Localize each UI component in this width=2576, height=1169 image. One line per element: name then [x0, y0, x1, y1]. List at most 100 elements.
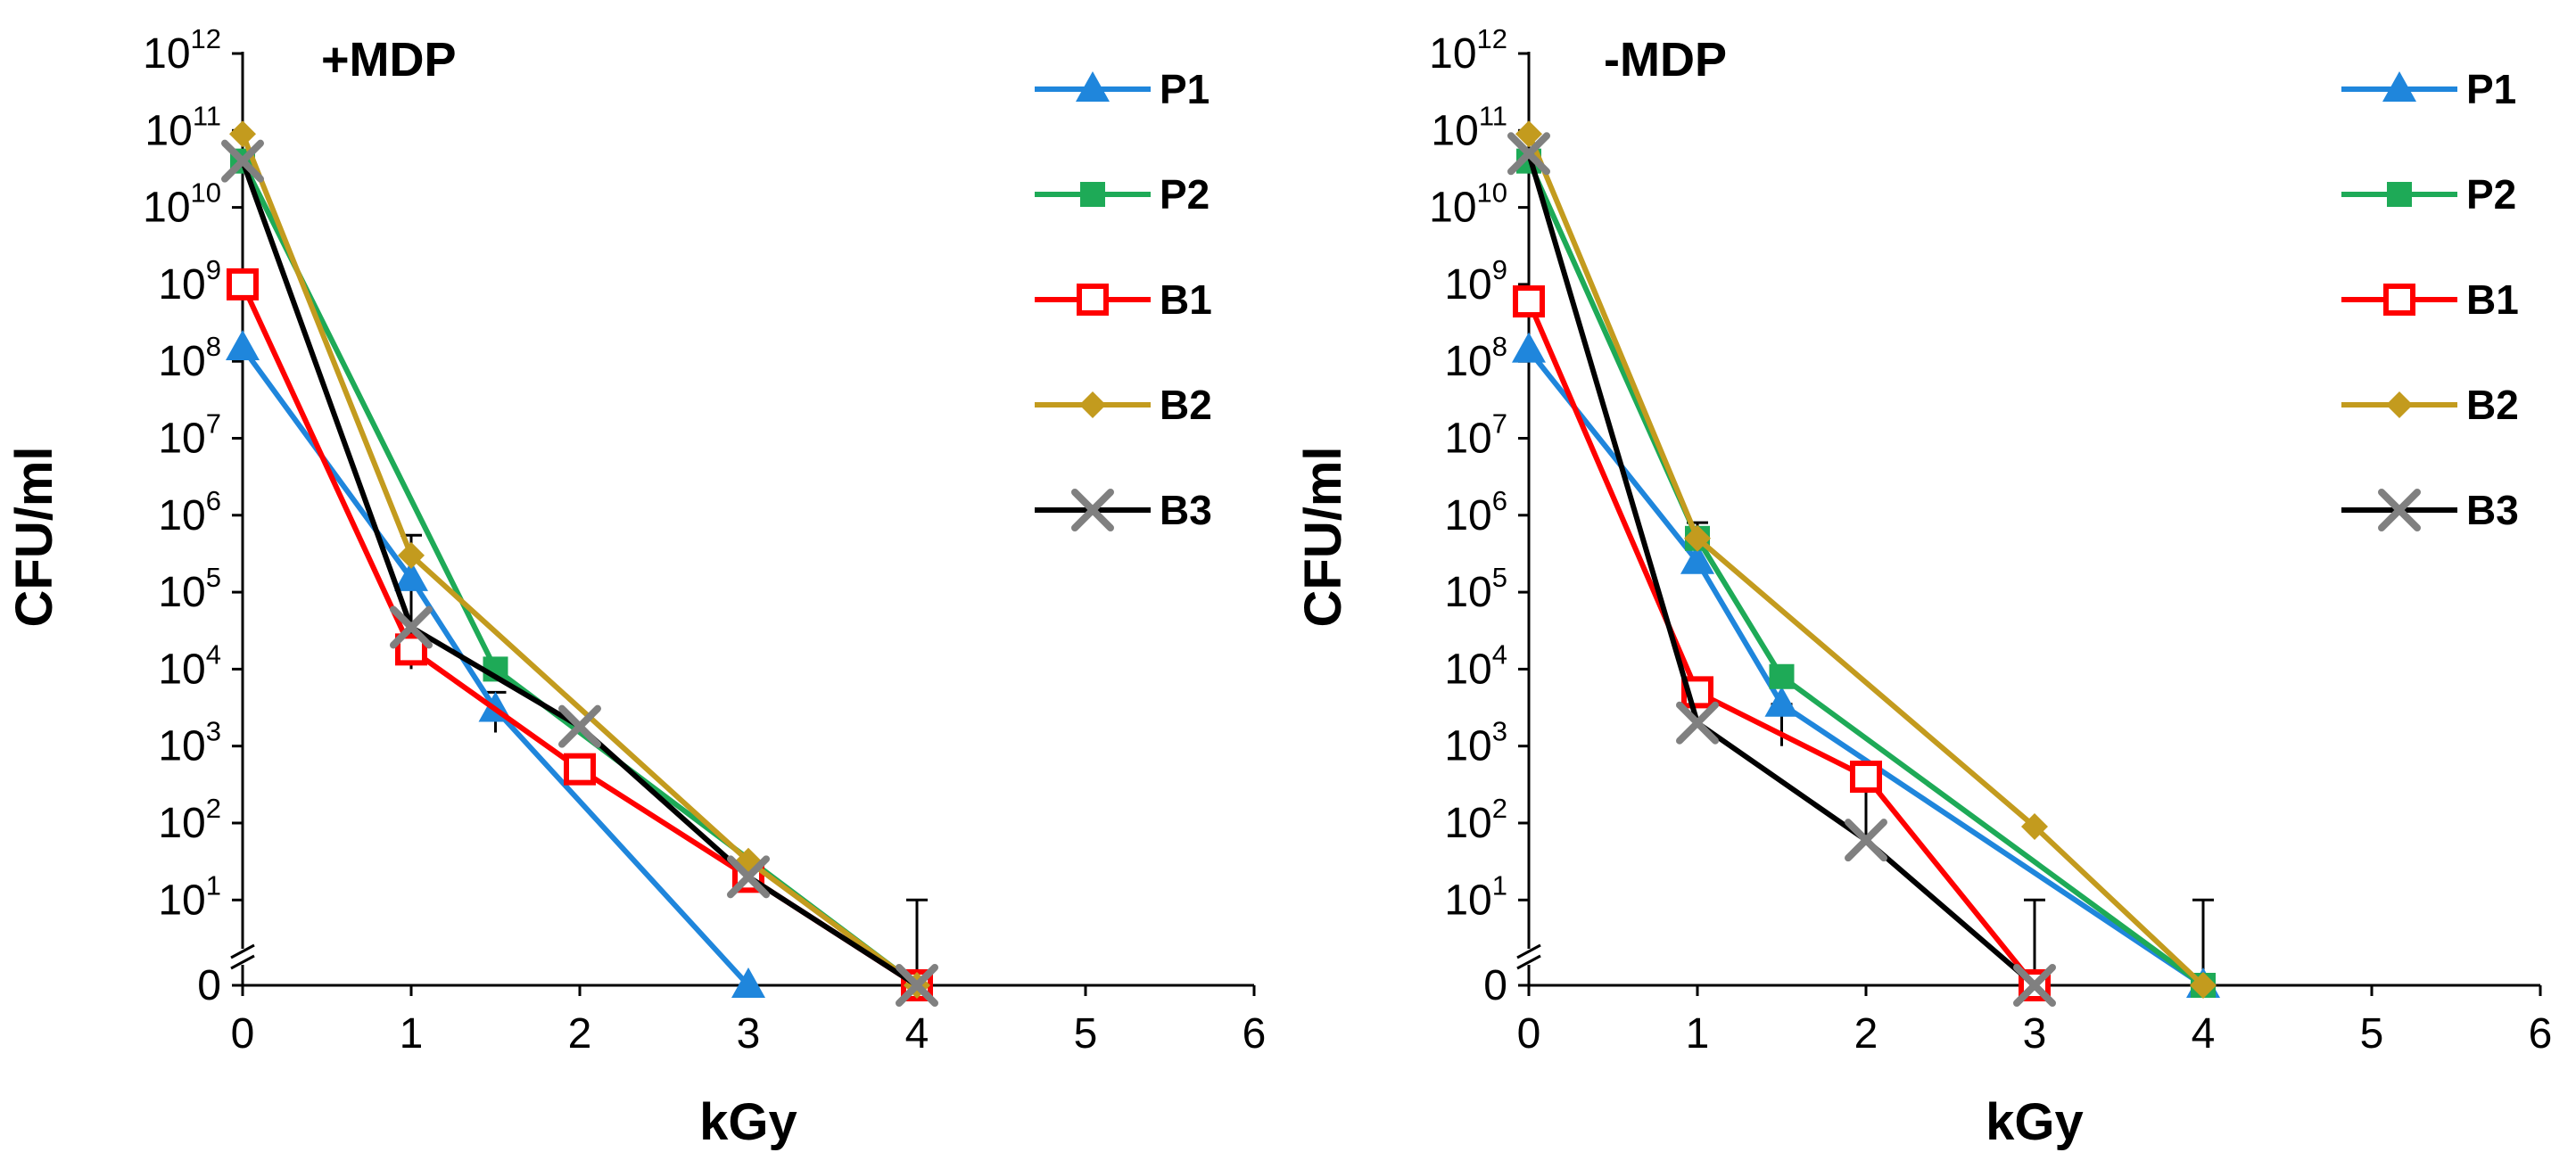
panel-1-y-tick-label-7: 105: [1444, 562, 1507, 616]
panel-1-y-tick-label-6: 106: [1444, 485, 1507, 539]
panel-1-x-tick-label-4: 4: [2192, 1010, 2216, 1058]
panel-0-legend-item-b1: B1: [1035, 276, 1212, 323]
panel-1-point-p1-0: [1512, 332, 1546, 363]
panel-0-point-b3-2-stroke-b: [558, 704, 601, 748]
panel-0-point-b1-2: [564, 753, 596, 786]
panel-1-y-tick-exp-7: 5: [1492, 562, 1507, 593]
panel-1-x-tick-label-3: 3: [2023, 1010, 2047, 1058]
panel-0-y-tick-base-4: 10: [158, 338, 205, 385]
panel-0-point-b3-2: [558, 704, 601, 748]
panel-1-y-tick-exp-9: 3: [1492, 716, 1507, 747]
panel-1-point-b2-1: [1684, 524, 1711, 552]
panel-0-y-tick-base-11: 10: [158, 877, 205, 924]
panel-0-legend-label-b1: B1: [1160, 276, 1212, 323]
panel-0-y-tick-label-12: 0: [197, 962, 221, 1009]
panel-0-y-tick-label-3: 109: [158, 254, 221, 309]
panel-0-y-tick-label-11: 101: [158, 869, 221, 924]
panel-1-y-tick-label-5: 107: [1444, 408, 1507, 463]
panel-0-y-tick-exp-9: 3: [206, 716, 221, 747]
panel-1-point-b3-1: [1676, 701, 1719, 745]
panel-1-legend-item-b1: B1: [2341, 276, 2519, 323]
panel-0-y-tick-exp-4: 8: [206, 331, 221, 362]
panel-1-legend-label-b3: B3: [2466, 487, 2519, 533]
panel-0-x-tick-label-5: 5: [1074, 1010, 1098, 1058]
panel-0-y-tick-base-7: 10: [158, 569, 205, 616]
panel-0-legend-item-b3: B3: [1035, 487, 1212, 533]
panel-1-legend-label-b2: B2: [2466, 382, 2519, 428]
panel-1-series-line-b3: [1526, 152, 2036, 988]
panel-0-y-tick-base-8: 10: [158, 646, 205, 693]
panel-1-legend-label-b1: B1: [2466, 276, 2519, 323]
panel-1-y-tick-exp-3: 9: [1492, 254, 1507, 285]
panel-0-y-tick-exp-1: 11: [193, 100, 221, 131]
panel-1-point-b3-3-stroke-b: [2013, 964, 2056, 1007]
panel-0-y-tick-base-0: 10: [143, 30, 190, 78]
panel-1-y-tick-base-3: 10: [1444, 261, 1491, 309]
panel-0-legend-marker-p2: [1080, 182, 1105, 207]
panel-0-legend-marker-b2: [1079, 391, 1106, 418]
panel-0-x-tick-label-6: 6: [1243, 1010, 1267, 1058]
panel-0-y-tick-base-3: 10: [158, 261, 205, 309]
panel-1-y-tick-base-2: 10: [1429, 185, 1476, 232]
panel-0-y-tick-exp-0: 12: [191, 23, 221, 54]
panel-0-legend-marker-p1: [1076, 71, 1110, 102]
chart-panel-minus-mdp: 1012101110101091081071061051041031021010…: [1294, 23, 2552, 1151]
panel-0-y-tick-label-4: 108: [158, 331, 221, 385]
panel-0-y-tick-base-10: 10: [158, 800, 205, 847]
panel-1-point-b3-2: [1845, 819, 1887, 862]
panel-1-series-line-b1: [1526, 300, 2037, 987]
panel-1-y-tick-exp-10: 2: [1492, 793, 1507, 824]
panel-1-point-b2-0: [1515, 120, 1542, 148]
panel-0-point-b3-4-stroke-b: [896, 964, 938, 1007]
panel-1-legend-label-p2: P2: [2466, 171, 2516, 218]
panel-1-point-b3-1-stroke-b: [1676, 701, 1719, 745]
panel-0-legend: P1 P2 B1 B2 B3: [1035, 66, 1212, 533]
panel-0-point-b3-0-stroke-b: [221, 139, 264, 183]
panel-1-title: -MDP: [1604, 33, 1727, 86]
panel-0-y-tick-label-2: 1010: [143, 177, 221, 232]
panel-0-y-tick-base-2: 10: [143, 185, 190, 232]
panel-0-y-tick-exp-10: 2: [206, 793, 221, 824]
panel-1-y-tick-base-4: 10: [1444, 338, 1491, 385]
panel-1-y-axis-label: CFU/ml: [1294, 447, 1352, 628]
panel-1-y-tick-exp-11: 1: [1492, 869, 1507, 901]
panel-1-y-tick-exp-6: 6: [1492, 485, 1507, 516]
panel-0-point-b3-1: [390, 605, 433, 649]
panel-0-legend-item-b2: B2: [1035, 382, 1212, 428]
panel-1-y-tick-base-5: 10: [1444, 416, 1491, 463]
panel-1-y-tick-base-0: 10: [1429, 30, 1476, 78]
panel-1-x-tick-label-5: 5: [2360, 1010, 2384, 1058]
panel-0-title: +MDP: [321, 33, 457, 86]
panel-0-point-b3-4: [896, 964, 938, 1007]
panel-1-x-tick-label-2: 2: [1854, 1010, 1878, 1058]
panel-1-y-tick-base-10: 10: [1444, 800, 1491, 847]
panel-0-legend-marker-b3: [1071, 489, 1114, 531]
panel-1-point-b2-2: [2021, 812, 2048, 840]
panel-0-legend-marker-b1: [1077, 284, 1109, 316]
panel-0-y-tick-base-1: 10: [144, 107, 192, 154]
panel-0-legend-label-b3: B3: [1160, 487, 1212, 533]
panel-0-point-b2-0: [229, 120, 256, 148]
panel-1-y-tick-exp-1: 11: [1479, 100, 1507, 131]
panel-0-axis-break: [230, 943, 255, 970]
panel-0-legend-item-p2: P2: [1035, 171, 1210, 218]
panel-0-y-tick-exp-5: 7: [206, 408, 221, 440]
panel-0-x-tick-label-0: 0: [231, 1010, 255, 1058]
panel-0-point-b1-0: [227, 268, 259, 300]
panel-1-y-tick-label-11: 101: [1444, 869, 1507, 924]
panel-0-y-tick-label-9: 103: [158, 716, 221, 770]
panel-0-point-b3-3-stroke-b: [727, 855, 770, 899]
panel-1-y-tick-label-1: 1011: [1431, 100, 1507, 154]
panel-1-legend-marker-b2: [2386, 391, 2413, 418]
panel-1-y-tick-base-11: 10: [1444, 877, 1491, 924]
panel-0-legend-label-p2: P2: [1160, 171, 1210, 218]
panel-1-legend-marker-p1: [2382, 71, 2416, 102]
panel-1-x-tick-label-0: 0: [1517, 1010, 1541, 1058]
panel-0-x-tick-label-4: 4: [905, 1010, 929, 1058]
panel-0-y-tick-base-6: 10: [158, 492, 205, 539]
panel-1-series-line-p2: [1526, 160, 2205, 988]
panel-0-point-p1-0: [226, 330, 260, 361]
panel-0-y-tick-base-12: 0: [197, 962, 221, 1009]
panel-1-y-tick-base-6: 10: [1444, 492, 1491, 539]
